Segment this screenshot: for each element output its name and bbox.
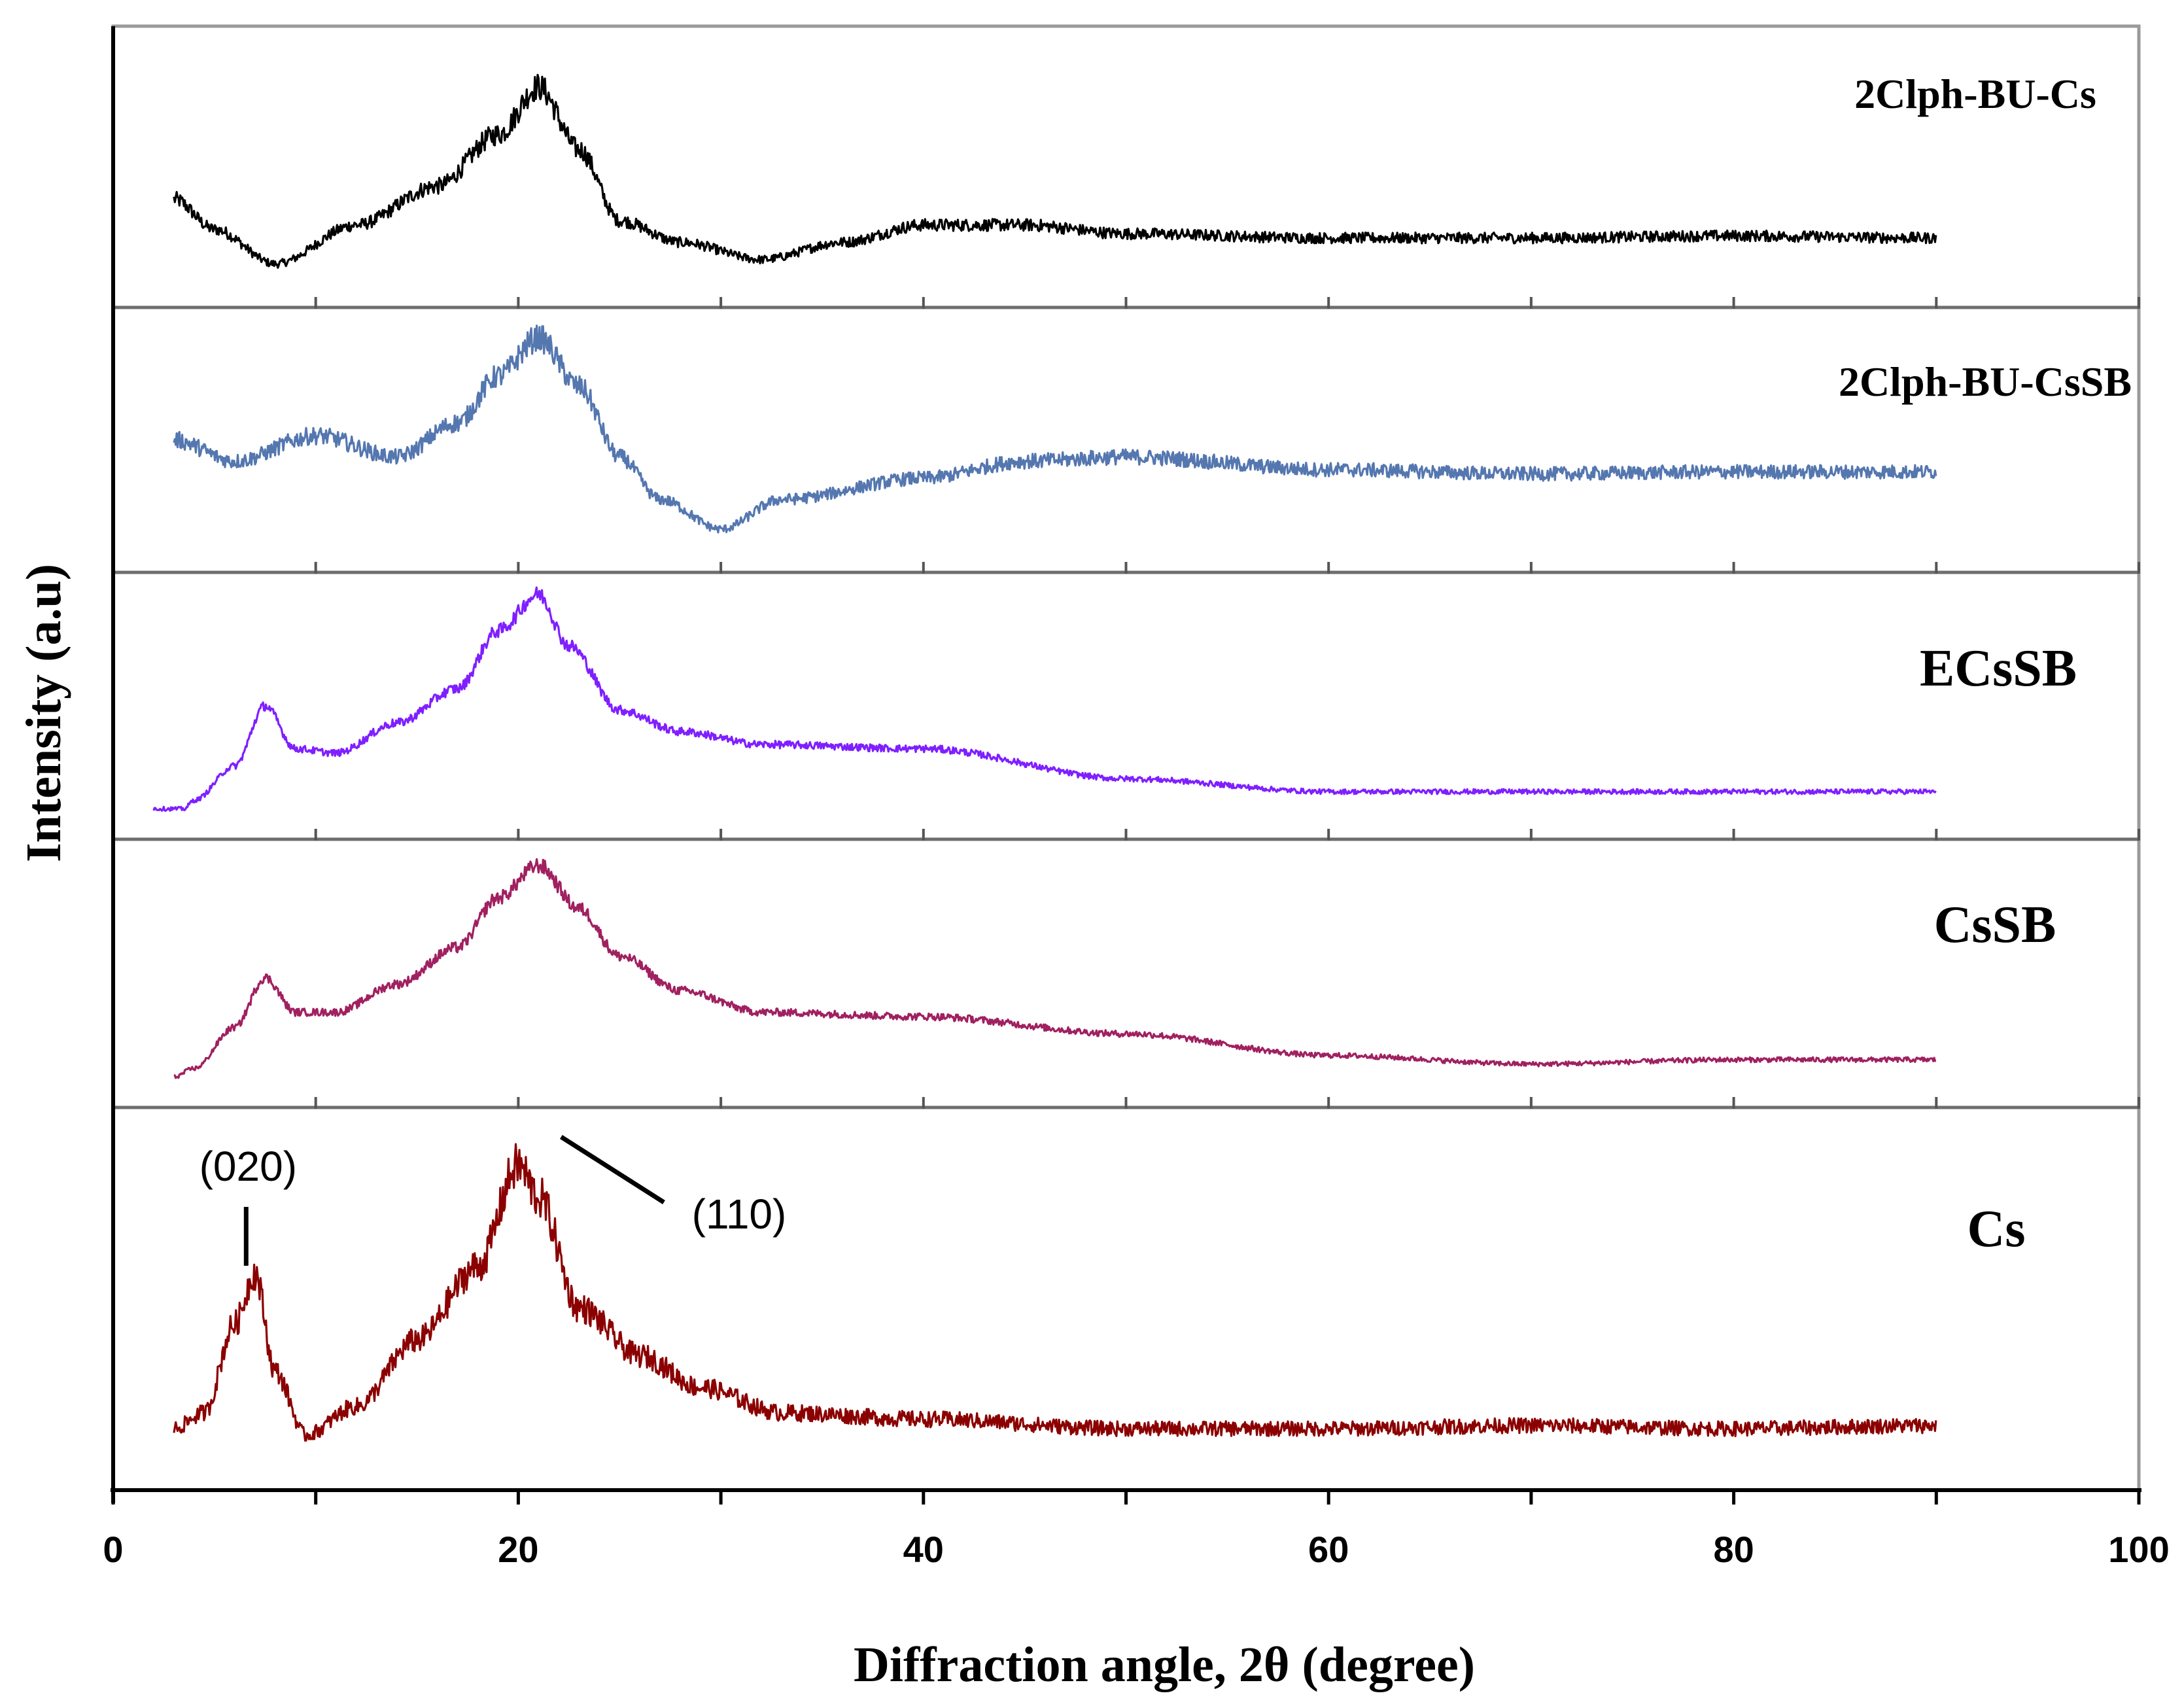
y-axis-title: Intensity (a.u)	[16, 564, 71, 862]
x-axis-title: Diffraction angle, 2θ (degree)	[854, 1637, 1475, 1692]
x-tick-label: 40	[903, 1529, 944, 1570]
x-tick-label: 20	[498, 1529, 538, 1570]
series-line-cssb	[173, 858, 1937, 1079]
series-line-2clph-bu-cssb	[173, 324, 1937, 534]
series-label-cs: Cs	[1967, 1200, 2026, 1258]
series-line-ecssb	[152, 586, 1937, 812]
annotation-020-label: (020)	[199, 1143, 297, 1190]
series-label-cssb: CsSB	[1934, 896, 2056, 954]
chart-labels: 2Clph-BU-Cs 2Clph-BU-CsSB ECsSB CsSB Cs (020)…	[199, 71, 2132, 1266]
chart-panels	[111, 24, 2141, 1492]
x-tick-label: 80	[1713, 1529, 1754, 1570]
x-tick-label: 100	[2108, 1529, 2169, 1570]
series-line-cs	[173, 1143, 1937, 1442]
x-tick-label: 0	[103, 1529, 123, 1570]
annotation-110-label: (110)	[692, 1191, 787, 1238]
series-label-2clph-bu-cssb: 2Clph-BU-CsSB	[1839, 358, 2132, 405]
annotation-110-line	[560, 1135, 665, 1204]
series-label-ecssb: ECsSB	[1920, 640, 2077, 697]
x-axis: 0 20 40 60 80 100	[103, 26, 2170, 1570]
x-tick-label: 60	[1308, 1529, 1349, 1570]
plot-frame	[111, 24, 2141, 1492]
chart-series	[152, 73, 1937, 1442]
series-line-2clph-bu-cs	[173, 73, 1937, 269]
series-label-2clph-bu-cs: 2Clph-BU-Cs	[1854, 71, 2096, 117]
